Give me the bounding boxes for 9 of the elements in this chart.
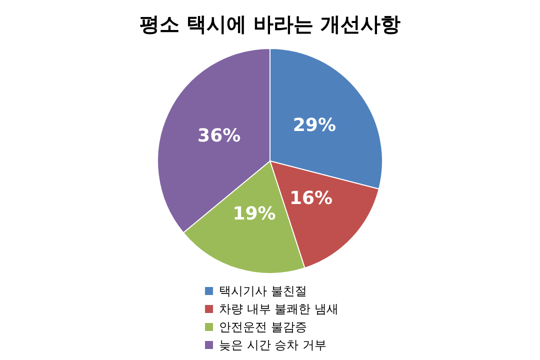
data-label: 16% — [289, 188, 333, 210]
chart-title: 평소 택시에 바라는 개선사항 — [140, 12, 400, 36]
legend-label: 늦은 시간 승차 거부 — [219, 336, 326, 354]
data-label: 19% — [232, 204, 276, 225]
data-label: 36% — [198, 126, 241, 147]
legend-label: 안전운전 불감증 — [219, 318, 307, 336]
data-label: 29% — [292, 115, 336, 136]
legend-label: 차량 내부 불쾌한 냄새 — [219, 300, 338, 318]
legend-label: 택시기사 불친절 — [219, 282, 307, 300]
